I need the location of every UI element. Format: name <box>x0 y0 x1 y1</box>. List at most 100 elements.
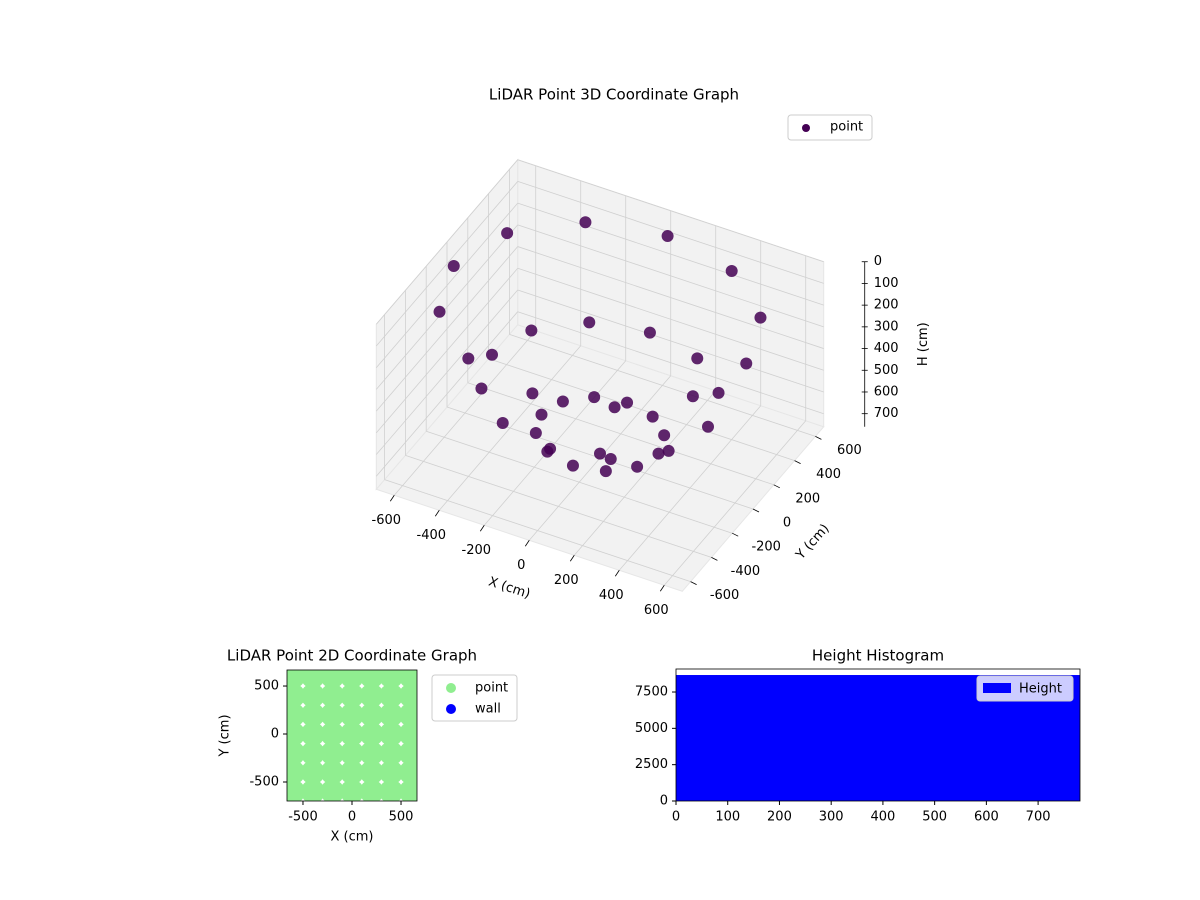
point <box>604 453 617 466</box>
tick-mark <box>434 510 440 517</box>
point <box>712 386 725 399</box>
tick-mark <box>752 508 760 513</box>
point <box>740 357 753 370</box>
point <box>359 670 384 689</box>
point <box>379 741 404 766</box>
point <box>398 779 417 801</box>
point <box>398 702 417 727</box>
legend-marker <box>802 124 810 132</box>
grid-line <box>517 246 824 349</box>
point <box>340 741 364 766</box>
grid-line <box>405 455 712 558</box>
x-tick-label: 100 <box>715 810 740 825</box>
x-tick-label: 700 <box>1026 810 1051 825</box>
point <box>287 670 306 689</box>
y-tick-label: 0 <box>271 727 279 742</box>
point <box>379 670 404 689</box>
tick-mark <box>659 585 665 592</box>
point <box>300 722 325 747</box>
point <box>725 264 738 277</box>
point <box>398 741 417 766</box>
point <box>320 722 345 747</box>
point <box>608 401 621 414</box>
tick-mark <box>479 525 485 532</box>
legend-label: point <box>475 681 508 696</box>
point <box>496 417 509 430</box>
point <box>320 702 345 727</box>
point <box>526 387 539 400</box>
grid-line <box>375 202 519 368</box>
bar <box>797 675 838 801</box>
point <box>359 741 384 766</box>
point <box>631 460 644 473</box>
point <box>340 722 364 747</box>
point <box>359 702 384 727</box>
legend-patch <box>983 683 1011 693</box>
tick-mark <box>732 532 739 537</box>
point <box>544 442 557 455</box>
z-tick-label: 200 <box>874 298 899 313</box>
grid-line <box>517 159 824 263</box>
bar <box>918 675 959 801</box>
point <box>379 779 404 801</box>
point <box>702 420 714 433</box>
point <box>621 396 634 409</box>
point <box>754 311 767 324</box>
point <box>556 395 569 408</box>
grid-line <box>517 311 824 415</box>
z-axis-label: H (cm) <box>916 322 931 366</box>
plot-area <box>287 670 417 801</box>
point <box>340 760 364 785</box>
y-tick-label: 600 <box>837 443 862 458</box>
point <box>525 324 538 337</box>
y-tick-label: 200 <box>795 491 820 506</box>
point <box>646 410 659 423</box>
point <box>579 216 592 229</box>
point <box>594 447 606 460</box>
tick-mark <box>524 540 530 547</box>
x-tick-label: 0 <box>348 810 356 825</box>
point <box>583 316 596 329</box>
point <box>599 465 612 478</box>
tick-mark <box>569 555 575 562</box>
grid-line <box>426 430 733 534</box>
chart-title: Height Histogram <box>812 647 944 665</box>
point <box>379 702 404 727</box>
point <box>359 683 384 708</box>
point <box>662 444 675 457</box>
point <box>300 702 325 727</box>
legend-label: Height <box>1019 682 1062 697</box>
grid-line <box>375 224 519 390</box>
point <box>287 779 306 801</box>
point <box>359 722 384 747</box>
point <box>320 683 345 708</box>
point <box>340 670 364 689</box>
point <box>300 683 325 708</box>
x-tick-label: -200 <box>462 543 492 558</box>
point <box>340 683 364 708</box>
x-tick-label: 400 <box>599 588 624 603</box>
grid-line <box>384 479 691 582</box>
x-tick-label: -400 <box>417 528 447 543</box>
y-tick-label: 2500 <box>635 757 668 772</box>
z-tick-label: 0 <box>874 254 882 269</box>
y-tick-label: 7500 <box>635 685 668 700</box>
y-tick-label: 0 <box>660 794 668 809</box>
point <box>462 352 475 365</box>
x-tick-label: 500 <box>389 810 414 825</box>
z-tick-label: 500 <box>874 363 899 378</box>
point <box>652 447 665 460</box>
point <box>686 390 699 403</box>
point <box>566 459 579 472</box>
point <box>320 779 345 801</box>
tick-mark <box>773 484 780 489</box>
legend-box <box>787 114 873 141</box>
point <box>287 741 306 766</box>
chart-title: LiDAR Point 3D Coordinate Graph <box>489 86 739 104</box>
bar <box>877 675 919 801</box>
point <box>287 722 306 747</box>
grid-line <box>488 358 795 461</box>
point <box>300 741 325 766</box>
point <box>643 326 656 339</box>
